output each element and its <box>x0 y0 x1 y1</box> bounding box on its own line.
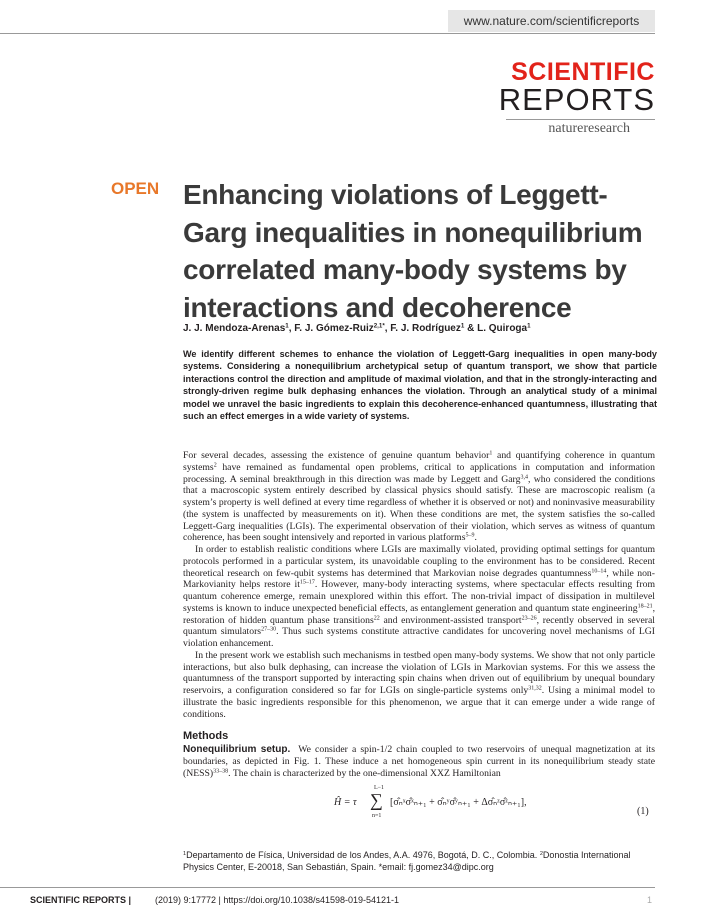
text-run: . However, many-body interacting systems… <box>183 579 655 614</box>
text-run: For several decades, assessing the exist… <box>183 450 490 461</box>
rule <box>506 119 655 120</box>
superscript: 2 <box>539 850 543 857</box>
text-run: . <box>474 532 477 544</box>
superscript: 1 <box>285 322 289 330</box>
superscript: 18–21 <box>637 603 653 610</box>
open-access: OPEN <box>111 179 160 198</box>
sum-symbol: ∑ <box>370 790 383 810</box>
sum-lower: n=1 <box>372 813 382 819</box>
superscript: 1 <box>183 850 187 857</box>
paragraph: In order to establish realistic conditio… <box>183 544 655 650</box>
subsection-heading: Nonequilibrium setup. <box>183 744 291 755</box>
equation-lhs: Ĥ = τ <box>334 797 357 808</box>
paragraph: For several decades, assessing the exist… <box>183 450 655 544</box>
equation-body: [σ̂ₙˣσ̂ˣₙ₊₁ + σ̂ₙʸσ̂ʸₙ₊₁ + Δσ̂ₙᶻσ̂ᶻₙ₊₁], <box>390 797 527 808</box>
authors: J. J. Mendoza-Arenas1, F. J. Gómez-Ruiz2… <box>183 323 531 334</box>
url: www.nature.com/scientificreports <box>463 14 640 28</box>
journal-line2: REPORTS <box>498 82 655 117</box>
superscript: 3,4 <box>520 474 528 481</box>
text-run: . Thus such systems constitute attractiv… <box>183 626 656 649</box>
url-box <box>448 10 655 32</box>
title: Enhancing violations of Leggett- Garg ine… <box>183 176 643 326</box>
text-run: and environment-assisted transport <box>379 614 522 626</box>
paragraph: In the present work we establish such me… <box>183 650 655 721</box>
section-heading: Methods <box>183 730 229 742</box>
superscript: 5–9 <box>465 532 475 539</box>
superscript: 2 <box>213 462 217 469</box>
text-run: Departamento de Física, Universidad de l… <box>186 850 540 860</box>
superscript: 31,32 <box>528 685 542 692</box>
text-run: , F. J. Rodríguez <box>384 323 461 334</box>
superscript: 1 <box>460 322 465 330</box>
superscript: 1 <box>527 322 531 330</box>
text-run: In order to establish realistic conditio… <box>183 544 655 579</box>
text-run: . The chain is characterized by the one-… <box>228 767 501 779</box>
rule <box>0 887 655 888</box>
superscript: 2,1* <box>373 322 385 330</box>
superscript: 10–14 <box>591 568 607 575</box>
title-line: Garg inequalities in nonequilibrium <box>183 216 643 248</box>
footer-citation: (2019) 9:17772 | https://doi.org/10.1038… <box>155 895 400 905</box>
body-text: For several decades, assessing the exist… <box>183 450 655 720</box>
text-run: , F. J. Gómez-Ruiz <box>288 323 374 334</box>
superscript: 22 <box>373 615 380 622</box>
text-run: and quantifying coherence in quantum sys… <box>183 450 655 473</box>
text-run: J. J. Mendoza-Arenas <box>183 323 286 334</box>
journal-line1: SCIENTIFIC <box>511 58 655 86</box>
publisher: natureresearch <box>548 121 630 136</box>
text-run: , while non-Markovianity helps restore i… <box>183 567 656 591</box>
title-line: Enhancing violations of Leggett- <box>183 179 608 210</box>
text-run: We consider a spin-1/2 chain coupled to … <box>183 744 656 779</box>
superscript: 15–17 <box>299 579 315 586</box>
text-run: , recently observed in several quantum s… <box>183 614 655 638</box>
footer-journal: SCIENTIFIC REPORTS | <box>30 895 132 905</box>
text-run: . Using a minimal model to illustrate th… <box>183 685 655 720</box>
title-line: correlated many-body systems by <box>183 254 627 285</box>
superscript: 1 <box>489 450 493 457</box>
text-run: , who considered the conditions that a m… <box>183 473 656 544</box>
abstract: We identify different schemes to enhance… <box>183 349 657 422</box>
equation-number: (1) <box>637 806 649 817</box>
superscript: 33–38 <box>213 768 229 775</box>
footnote: 1Departamento de Física, Universidad de … <box>183 850 657 873</box>
title-line: interactions and decoherence <box>183 291 572 323</box>
text-run: & L. Quiroga <box>464 323 528 334</box>
text-run: , restoration of hidden quantum phase tr… <box>183 602 655 626</box>
page-number: 1 <box>647 895 653 905</box>
text-run: In the present work we establish such me… <box>183 649 655 696</box>
methods-paragraph: Nonequilibrium setup. We consider a spin-… <box>183 744 655 779</box>
text-run: Donostia International Physics Center, E… <box>183 850 631 872</box>
rule <box>0 33 655 34</box>
superscript: 27–30 <box>261 626 277 633</box>
text-run: have remained as fundamental open proble… <box>183 461 655 485</box>
superscript: 23–26 <box>521 615 537 622</box>
sum-upper: L−1 <box>374 785 385 791</box>
